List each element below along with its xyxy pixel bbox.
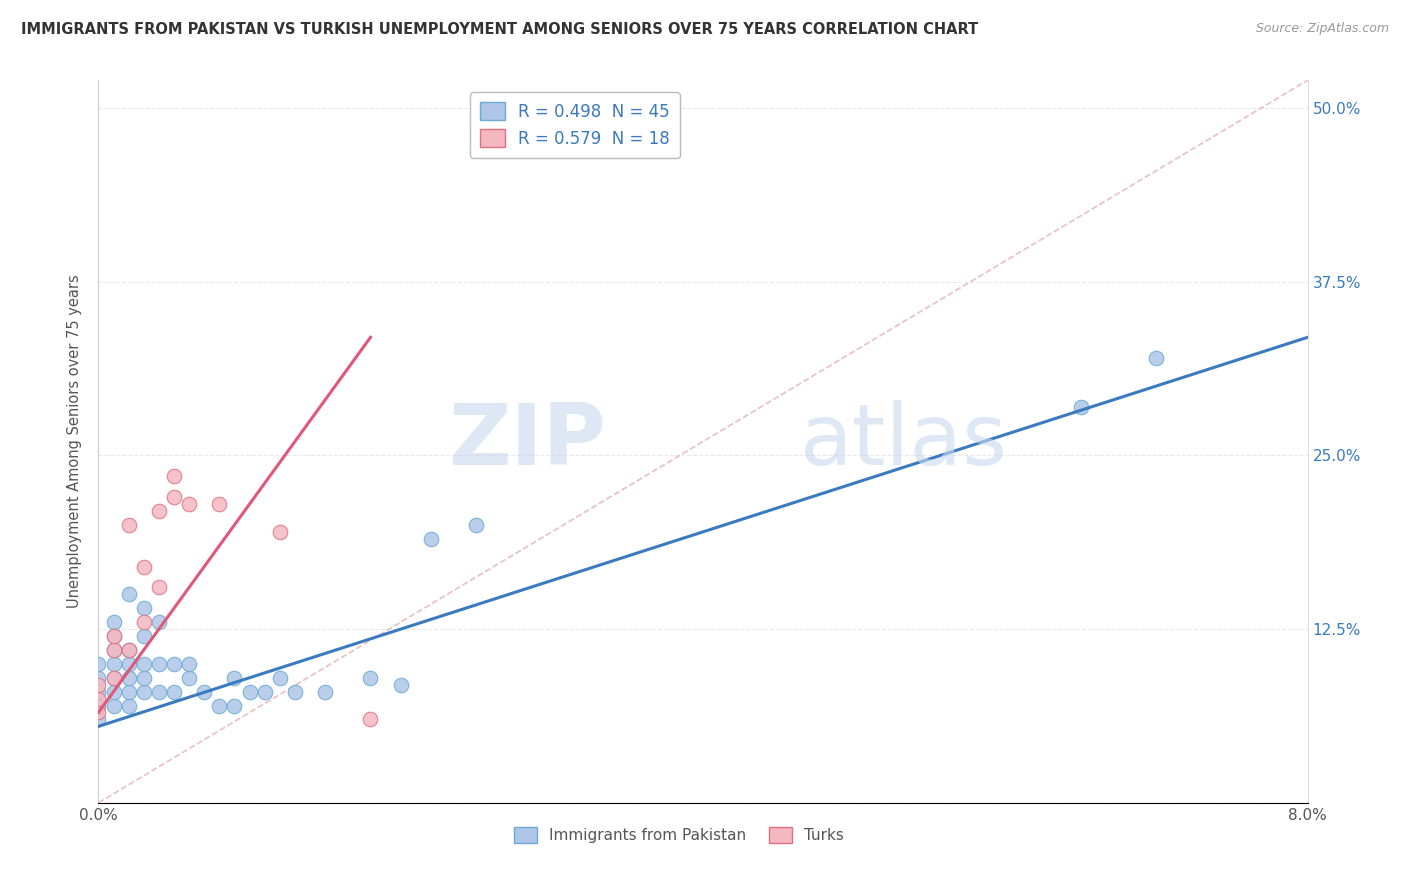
Point — [163, 490, 186, 504]
Point — [87, 678, 110, 692]
Text: ZIP: ZIP — [449, 400, 606, 483]
Point — [163, 657, 186, 671]
Point — [118, 517, 141, 532]
Point — [118, 698, 141, 713]
Point — [118, 684, 141, 698]
Point — [179, 497, 201, 511]
Text: atlas: atlas — [800, 400, 1008, 483]
Point — [1146, 351, 1168, 366]
Point — [118, 587, 141, 601]
Point — [132, 601, 155, 615]
Point — [118, 643, 141, 657]
Point — [193, 684, 215, 698]
Point — [103, 671, 125, 685]
Point — [132, 559, 155, 574]
Point — [103, 684, 125, 698]
Point — [314, 684, 336, 698]
Point — [420, 532, 443, 546]
Point — [87, 684, 110, 698]
Point — [253, 684, 276, 698]
Point — [118, 643, 141, 657]
Point — [103, 643, 125, 657]
Point — [239, 684, 262, 698]
Point — [269, 671, 291, 685]
Point — [132, 684, 155, 698]
Point — [148, 504, 170, 518]
Point — [269, 524, 291, 539]
Point — [163, 684, 186, 698]
Y-axis label: Unemployment Among Seniors over 75 years: Unemployment Among Seniors over 75 years — [67, 275, 83, 608]
Point — [208, 497, 231, 511]
Point — [179, 657, 201, 671]
Point — [118, 671, 141, 685]
Text: IMMIGRANTS FROM PAKISTAN VS TURKISH UNEMPLOYMENT AMONG SENIORS OVER 75 YEARS COR: IMMIGRANTS FROM PAKISTAN VS TURKISH UNEM… — [21, 22, 979, 37]
Point — [87, 657, 110, 671]
Point — [132, 615, 155, 630]
Point — [103, 643, 125, 657]
Point — [208, 698, 231, 713]
Legend: Immigrants from Pakistan, Turks: Immigrants from Pakistan, Turks — [508, 821, 851, 849]
Point — [148, 615, 170, 630]
Point — [103, 629, 125, 643]
Point — [224, 698, 246, 713]
Point — [103, 615, 125, 630]
Point — [148, 581, 170, 595]
Point — [148, 657, 170, 671]
Point — [118, 657, 141, 671]
Point — [1070, 400, 1092, 414]
Point — [284, 684, 307, 698]
Point — [132, 671, 155, 685]
Point — [132, 657, 155, 671]
Point — [132, 629, 155, 643]
Point — [465, 517, 488, 532]
Point — [103, 629, 125, 643]
Point — [87, 671, 110, 685]
Point — [103, 698, 125, 713]
Point — [103, 671, 125, 685]
Point — [224, 671, 246, 685]
Point — [87, 691, 110, 706]
Point — [360, 713, 382, 727]
Text: Source: ZipAtlas.com: Source: ZipAtlas.com — [1256, 22, 1389, 36]
Point — [148, 684, 170, 698]
Point — [103, 657, 125, 671]
Point — [360, 671, 382, 685]
Point — [87, 698, 110, 713]
Point — [87, 706, 110, 720]
Point — [163, 469, 186, 483]
Point — [389, 678, 412, 692]
Point — [179, 671, 201, 685]
Point — [87, 713, 110, 727]
